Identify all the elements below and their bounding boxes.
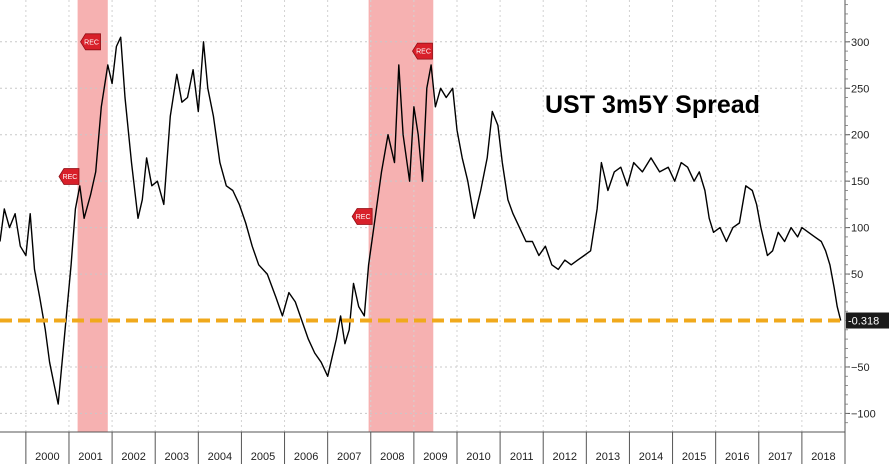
last-value-layer: -0.318 [846,312,889,329]
rec-marker: REC [412,42,433,60]
x-tick-label: 2007 [337,451,361,463]
recession-shading-layer [77,0,434,432]
x-tick-label: 2005 [251,451,275,463]
x-tick-label: 2011 [510,451,534,463]
x-tick-label: 2009 [423,451,447,463]
y-tick-label: 300 [851,37,869,49]
rec-marker-shape [58,168,80,185]
y-tick-label: 50 [851,269,863,281]
recession-band-2 [368,0,434,432]
x-tick-label: 2001 [78,451,102,463]
series-layer [0,36,842,405]
x-tick-label: 2018 [811,451,835,463]
y-tick-label: −50 [851,362,870,374]
x-tick-label: 2016 [725,451,749,463]
chart-title: UST 3m5Y Spread [545,91,760,119]
x-tick-label: 2004 [208,451,232,463]
y-tick-label: 250 [851,83,869,95]
y-tick-label: 200 [851,130,869,142]
x-tick-label: 2010 [466,451,490,463]
x-tick-label: 2006 [294,451,318,463]
recession-band-1 [77,0,108,432]
y-tick-label: −100 [851,408,876,420]
rec-marker: REC [351,208,373,225]
x-tick-label: 2012 [553,451,577,463]
rec-marker-label: REC [356,214,371,221]
rec-marker-shape [80,33,101,51]
rec-marker-label: REC [84,39,99,46]
last-value-box [846,312,889,329]
rec-marker-label: REC [416,49,431,56]
rec-marker: REC [80,33,101,51]
x-tick-label: 2013 [596,451,620,463]
y-tick-label: 100 [851,223,869,235]
x-tick-label: 2017 [768,451,792,463]
rec-marker-shape [412,42,433,60]
rec-marker: REC [58,168,80,185]
rec-marker-label: REC [63,174,78,181]
rec-marker-shape [351,208,373,225]
series-line [0,36,842,405]
y-tick-label: 150 [851,176,869,188]
gridlines [0,0,846,432]
x-tick-label: 2015 [682,451,706,463]
x-tick-label: 2002 [121,451,145,463]
rec-markers-layer: REC REC REC REC [58,33,433,225]
x-tick-label: 2014 [639,451,663,463]
last-value-label: -0.318 [848,316,879,328]
x-tick-label: 2008 [380,451,404,463]
x-tick-label: 2000 [35,451,59,463]
x-tick-label: 2003 [165,451,189,463]
title-layer: UST 3m5Y Spread [545,91,760,119]
